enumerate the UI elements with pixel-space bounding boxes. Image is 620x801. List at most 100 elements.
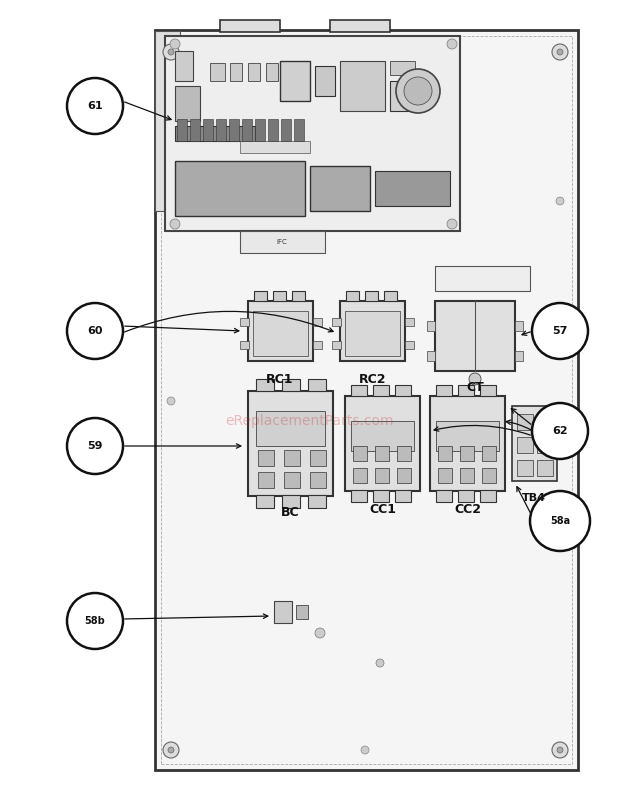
Text: 58a: 58a [550, 516, 570, 526]
Circle shape [361, 48, 369, 56]
Text: eReplacementParts.com: eReplacementParts.com [226, 414, 394, 428]
FancyBboxPatch shape [373, 385, 389, 396]
Circle shape [168, 747, 174, 753]
FancyBboxPatch shape [296, 605, 308, 619]
FancyBboxPatch shape [351, 490, 367, 502]
FancyBboxPatch shape [405, 341, 414, 349]
Circle shape [170, 219, 180, 229]
Circle shape [170, 39, 180, 49]
FancyBboxPatch shape [175, 161, 305, 216]
FancyBboxPatch shape [515, 321, 523, 331]
FancyBboxPatch shape [248, 301, 313, 361]
Circle shape [396, 69, 440, 113]
FancyBboxPatch shape [310, 166, 370, 211]
FancyBboxPatch shape [242, 119, 252, 141]
FancyBboxPatch shape [273, 291, 286, 301]
FancyBboxPatch shape [373, 490, 389, 502]
Text: 60: 60 [87, 326, 103, 336]
Circle shape [67, 593, 123, 649]
FancyBboxPatch shape [256, 495, 274, 508]
FancyBboxPatch shape [427, 351, 435, 361]
FancyBboxPatch shape [515, 351, 523, 361]
FancyBboxPatch shape [390, 61, 415, 75]
FancyBboxPatch shape [248, 63, 260, 81]
FancyBboxPatch shape [240, 341, 249, 349]
FancyBboxPatch shape [480, 490, 496, 502]
FancyBboxPatch shape [155, 31, 180, 211]
FancyBboxPatch shape [375, 468, 389, 483]
FancyBboxPatch shape [435, 266, 530, 291]
FancyBboxPatch shape [460, 446, 474, 461]
Circle shape [168, 49, 174, 55]
FancyBboxPatch shape [405, 318, 414, 326]
FancyBboxPatch shape [395, 385, 411, 396]
FancyBboxPatch shape [266, 63, 278, 81]
Circle shape [315, 628, 325, 638]
Circle shape [67, 303, 123, 359]
FancyBboxPatch shape [353, 446, 367, 461]
FancyBboxPatch shape [482, 446, 496, 461]
Text: 58b: 58b [84, 616, 105, 626]
Circle shape [469, 373, 481, 385]
Circle shape [167, 397, 175, 405]
FancyBboxPatch shape [210, 63, 225, 81]
FancyBboxPatch shape [175, 51, 193, 81]
Circle shape [167, 197, 175, 205]
FancyBboxPatch shape [255, 119, 265, 141]
Circle shape [557, 49, 563, 55]
Circle shape [552, 742, 568, 758]
FancyBboxPatch shape [274, 601, 292, 623]
FancyBboxPatch shape [512, 406, 557, 481]
Circle shape [447, 219, 457, 229]
FancyBboxPatch shape [175, 126, 255, 141]
FancyBboxPatch shape [268, 119, 278, 141]
FancyBboxPatch shape [254, 291, 267, 301]
FancyBboxPatch shape [308, 379, 326, 391]
Circle shape [557, 747, 563, 753]
FancyBboxPatch shape [340, 61, 385, 111]
FancyBboxPatch shape [313, 318, 322, 326]
FancyBboxPatch shape [436, 490, 452, 502]
FancyBboxPatch shape [397, 468, 411, 483]
FancyBboxPatch shape [175, 86, 200, 121]
FancyBboxPatch shape [216, 119, 226, 141]
FancyBboxPatch shape [310, 450, 326, 466]
FancyBboxPatch shape [258, 450, 274, 466]
FancyBboxPatch shape [438, 468, 452, 483]
FancyBboxPatch shape [375, 446, 389, 461]
FancyBboxPatch shape [346, 291, 359, 301]
Text: CC2: CC2 [454, 503, 482, 516]
FancyBboxPatch shape [177, 119, 187, 141]
FancyBboxPatch shape [345, 311, 400, 356]
Circle shape [532, 303, 588, 359]
FancyBboxPatch shape [365, 291, 378, 301]
Text: TB4: TB4 [522, 493, 546, 503]
FancyBboxPatch shape [537, 414, 553, 430]
Circle shape [532, 403, 588, 459]
Circle shape [404, 77, 432, 105]
FancyBboxPatch shape [203, 119, 213, 141]
Circle shape [163, 44, 179, 60]
FancyBboxPatch shape [384, 291, 397, 301]
FancyBboxPatch shape [517, 414, 533, 430]
Text: 62: 62 [552, 426, 568, 436]
FancyBboxPatch shape [460, 468, 474, 483]
FancyBboxPatch shape [397, 446, 411, 461]
Text: RC2: RC2 [359, 373, 387, 386]
FancyBboxPatch shape [458, 490, 474, 502]
FancyBboxPatch shape [240, 231, 325, 253]
Circle shape [556, 197, 564, 205]
FancyBboxPatch shape [345, 396, 420, 491]
Circle shape [552, 44, 568, 60]
FancyBboxPatch shape [220, 20, 280, 32]
FancyBboxPatch shape [537, 437, 553, 453]
FancyBboxPatch shape [435, 301, 515, 371]
FancyBboxPatch shape [240, 318, 249, 326]
FancyBboxPatch shape [315, 66, 335, 96]
Text: IFC: IFC [277, 239, 288, 245]
Circle shape [67, 418, 123, 474]
FancyBboxPatch shape [292, 291, 305, 301]
FancyBboxPatch shape [310, 472, 326, 488]
FancyBboxPatch shape [480, 385, 496, 396]
Text: 59: 59 [87, 441, 103, 451]
